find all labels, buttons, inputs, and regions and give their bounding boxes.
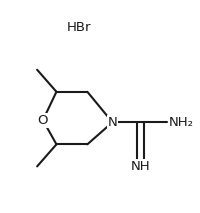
Text: N: N — [108, 116, 117, 129]
Text: O: O — [38, 114, 48, 127]
Text: NH: NH — [131, 160, 150, 173]
Text: NH₂: NH₂ — [168, 116, 193, 129]
Text: HBr: HBr — [66, 21, 91, 34]
